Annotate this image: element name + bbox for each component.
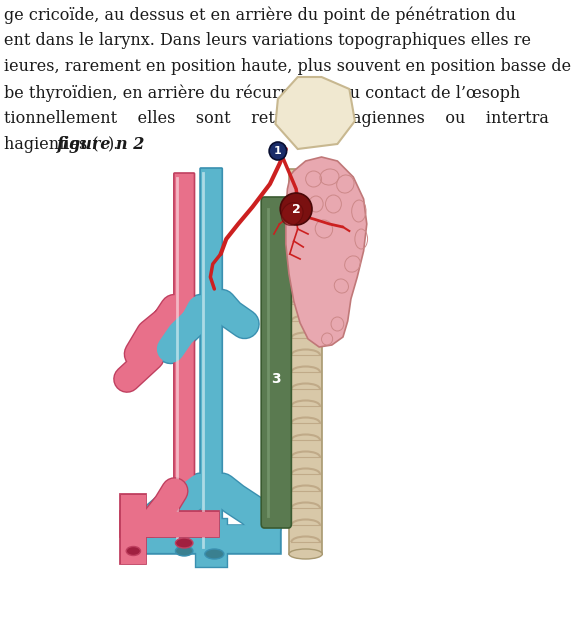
Polygon shape xyxy=(275,77,355,149)
Ellipse shape xyxy=(289,549,322,559)
Text: be thyroïdien, en arrière du récurrent et au contact de l’œsoph: be thyroïdien, en arrière du récurrent e… xyxy=(4,84,520,102)
Ellipse shape xyxy=(175,546,193,556)
Text: figure n 2: figure n 2 xyxy=(57,136,146,153)
Text: hagiennes (: hagiennes ( xyxy=(4,136,98,153)
Ellipse shape xyxy=(269,142,286,160)
FancyBboxPatch shape xyxy=(200,168,222,552)
Bar xyxy=(289,169,322,554)
Text: tionnellement    elles    sont    retro-œsophagiennes    ou    intertra: tionnellement elles sont retro-œsophagie… xyxy=(4,110,549,127)
Text: ieures, rarement en position haute, plus souvent en position basse de: ieures, rarement en position haute, plus… xyxy=(4,58,571,75)
Text: ).: ). xyxy=(108,136,119,153)
Text: ge cricoïde, au dessus et en arrière du point de pénétration du: ge cricoïde, au dessus et en arrière du … xyxy=(4,6,516,24)
Ellipse shape xyxy=(126,546,140,555)
Ellipse shape xyxy=(205,549,224,559)
Ellipse shape xyxy=(281,203,303,226)
Text: 2: 2 xyxy=(292,203,300,215)
Polygon shape xyxy=(286,157,367,347)
Ellipse shape xyxy=(281,193,312,225)
Text: 3: 3 xyxy=(271,372,281,386)
FancyBboxPatch shape xyxy=(174,173,194,545)
Text: ent dans le larynx. Dans leurs variations topographiques elles re: ent dans le larynx. Dans leurs variation… xyxy=(4,32,531,49)
FancyBboxPatch shape xyxy=(261,197,292,528)
Text: 1: 1 xyxy=(274,146,282,156)
Ellipse shape xyxy=(175,538,193,548)
